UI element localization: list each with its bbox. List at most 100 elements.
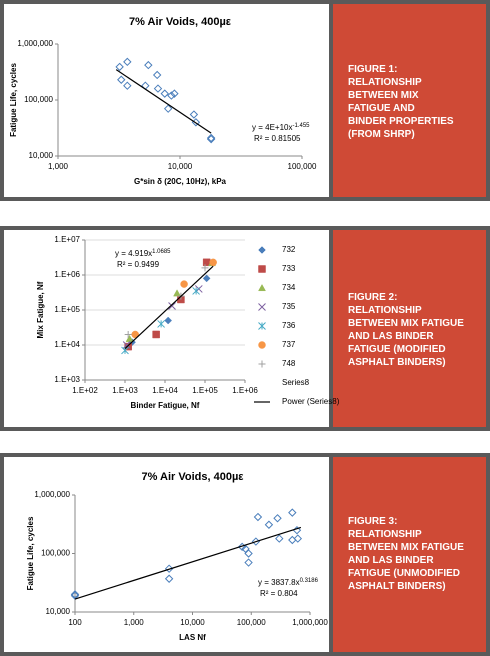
- y-tick-label: 100,000: [41, 549, 70, 558]
- caption-line: BETWEEN MIX: [348, 90, 419, 101]
- point: [244, 549, 253, 558]
- caption-box: [333, 457, 486, 652]
- point: [192, 287, 200, 295]
- y-tick-label: 1.E+04: [54, 340, 80, 349]
- equation: y = 4E+10x-1.455: [252, 123, 310, 133]
- legend-marker: [258, 246, 266, 254]
- point: [152, 70, 162, 80]
- caption-line: ASPHALT BINDERS): [348, 581, 446, 592]
- equation-base: y = 3837.8x: [258, 578, 300, 587]
- legend-marker: [258, 360, 266, 368]
- x-tick-label: 10,000: [168, 162, 193, 171]
- y-tick-label: 10,000: [29, 151, 54, 160]
- point: [293, 534, 303, 543]
- point: [123, 81, 132, 90]
- chart-box: [4, 457, 329, 652]
- x-tick-label: 100: [68, 618, 82, 627]
- caption-line: FATIGUE (MODIFIED: [348, 344, 446, 355]
- point: [189, 110, 199, 119]
- y-tick-label: 1,000,000: [34, 490, 70, 499]
- equation-exponent: 1.0685: [152, 249, 171, 255]
- legend-label: 736: [282, 321, 296, 330]
- r-squared: R² = 0.81505: [254, 134, 301, 143]
- point: [144, 60, 153, 70]
- point: [157, 320, 165, 328]
- r-squared: R² = 0.804: [260, 589, 298, 598]
- legend-marker: [258, 322, 266, 330]
- equation-base: y = 4.919x: [115, 249, 152, 258]
- point: [70, 591, 80, 600]
- axes: [84, 240, 245, 381]
- x-tick-label: 1,000: [124, 618, 145, 627]
- caption-line: BETWEEN MIX FATIGUE: [348, 318, 464, 329]
- y-tick-label: 1.E+07: [54, 235, 80, 244]
- caption-line: FIGURE 3:: [348, 516, 397, 527]
- point: [131, 330, 139, 339]
- legend-label: 748: [282, 359, 296, 368]
- caption-line: RELATIONSHIP: [348, 529, 422, 540]
- point: [167, 91, 176, 100]
- legend-label: 734: [282, 283, 296, 292]
- caption-line: FIGURE 1:: [348, 64, 397, 75]
- point: [122, 341, 131, 349]
- x-tick-label: 1.E+05: [192, 386, 218, 395]
- x-axis-label: G*sin δ (20C, 10Hz), kPa: [134, 177, 227, 186]
- caption-line: BETWEEN MIX FATIGUE: [348, 542, 464, 553]
- x-tick-label: 1.E+03: [112, 386, 138, 395]
- point: [168, 302, 176, 310]
- legend-marker: [258, 265, 266, 273]
- caption-line: RELATIONSHIP: [348, 305, 422, 316]
- point: [180, 280, 188, 288]
- caption-line: FATIGUE (UNMODIFIED: [348, 568, 460, 579]
- trendline: [124, 265, 214, 350]
- legend-label: 733: [282, 264, 296, 273]
- y-tick-label: 1.E+06: [54, 270, 80, 279]
- legend-label: 735: [282, 302, 296, 311]
- point: [173, 289, 181, 297]
- caption-line: FIGURE 2:: [348, 292, 397, 303]
- x-axis-label: LAS Nf: [179, 633, 206, 642]
- point: [163, 104, 173, 113]
- legend-marker: [258, 303, 266, 311]
- equation-exponent: 0.3186: [300, 578, 319, 584]
- equation: y = 4.919x1.0685: [115, 249, 171, 259]
- point: [115, 62, 124, 72]
- point: [206, 133, 216, 143]
- caption-box: [333, 230, 486, 427]
- caption-line: BINDER PROPERTIES: [348, 116, 454, 127]
- point: [70, 590, 80, 599]
- axes: [57, 44, 302, 157]
- x-tick-label: 10,000: [180, 618, 205, 627]
- point: [123, 57, 132, 67]
- x-tick-label: 1,000,000: [292, 618, 328, 627]
- point: [253, 512, 263, 522]
- equation-base: y = 4E+10x: [252, 123, 292, 132]
- point: [275, 534, 284, 543]
- legend-label: 737: [282, 340, 296, 349]
- y-tick-label: 100,000: [24, 95, 53, 104]
- x-tick-label: 100,000: [288, 162, 317, 171]
- chart-title: 7% Air Voids, 400µε: [141, 471, 244, 483]
- chart-box: [4, 230, 329, 427]
- legend-marker: [258, 283, 266, 292]
- y-tick-label: 10,000: [46, 607, 71, 616]
- point: [117, 75, 126, 84]
- equation: y = 3837.8x0.3186: [258, 578, 319, 588]
- legend-label: 732: [282, 245, 296, 254]
- caption-line: AND LAS BINDER: [348, 331, 434, 342]
- caption-box: [333, 4, 486, 197]
- point: [206, 134, 216, 144]
- r-squared: R² = 0.9499: [117, 260, 160, 269]
- point: [244, 558, 253, 567]
- y-tick-label: 1,000,000: [17, 39, 53, 48]
- chart-title: 7% Air Voids, 400µε: [129, 16, 232, 28]
- y-axis-label: Fatigue Life, cycles: [9, 63, 18, 137]
- caption-line: FATIGUE AND: [348, 103, 415, 114]
- point: [209, 258, 217, 267]
- x-axis-label: Binder Fatigue, Nf: [131, 401, 200, 410]
- point: [288, 508, 297, 517]
- point: [124, 330, 132, 338]
- caption-line: RELATIONSHIP: [348, 77, 422, 88]
- point: [264, 520, 274, 529]
